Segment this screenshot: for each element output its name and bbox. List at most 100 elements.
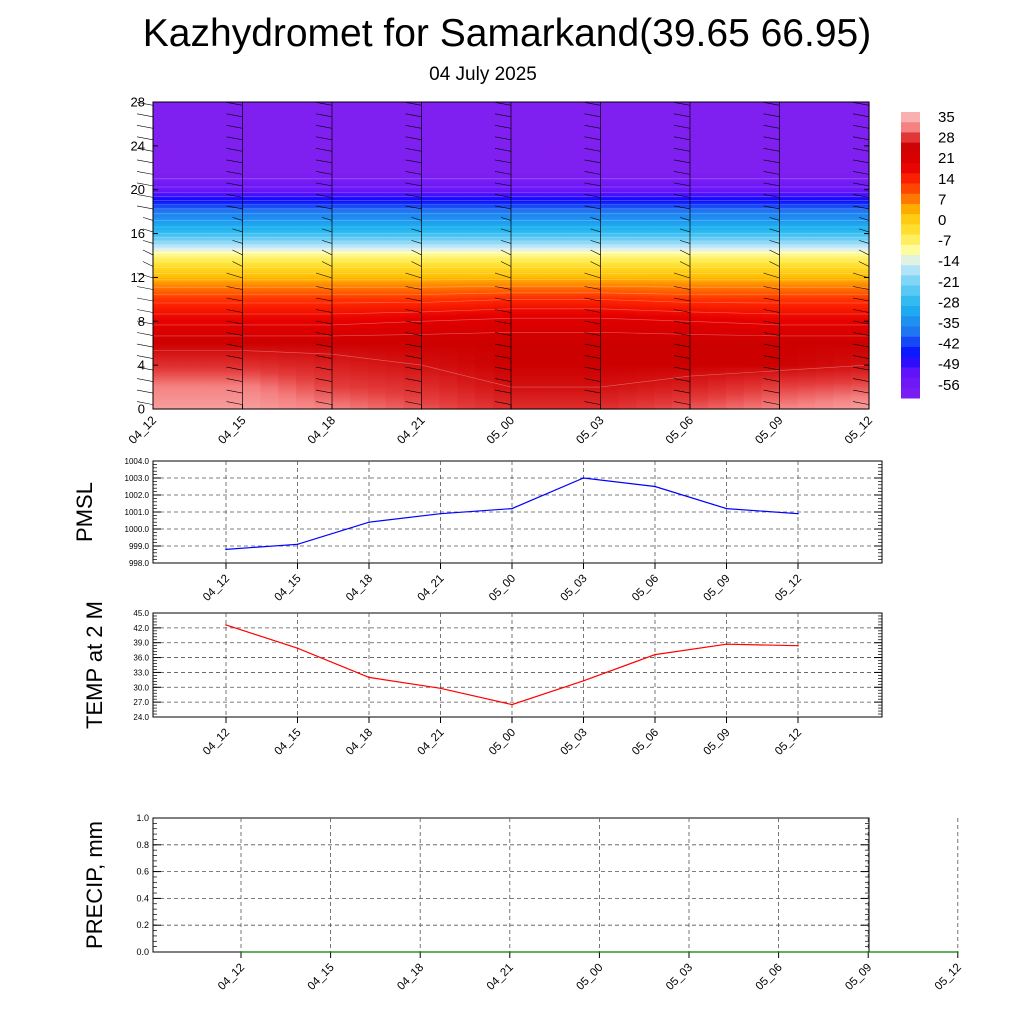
- heatmap-cell: [260, 179, 279, 183]
- heatmap-cell: [403, 291, 423, 294]
- heatmap-cell: [170, 275, 190, 279]
- heatmap-cell: [564, 399, 584, 402]
- heatmap-cell: [170, 295, 190, 298]
- heatmap-cell: [296, 347, 315, 350]
- heatmap-cell: [188, 221, 208, 225]
- heatmap-cell: [582, 351, 602, 354]
- heatmap-cell: [170, 239, 190, 242]
- heatmap-cell: [475, 227, 494, 231]
- heatmap-cell: [511, 259, 530, 263]
- heatmap-cell: [332, 261, 351, 265]
- heatmap-cell: [493, 245, 512, 248]
- heatmap-cell: [206, 199, 226, 203]
- heatmap-cell: [385, 403, 405, 406]
- heatmap-cell: [690, 169, 709, 172]
- heatmap-cell: [224, 221, 244, 225]
- heatmap-cell: [636, 161, 655, 164]
- heatmap-cell: [851, 213, 870, 217]
- heatmap-cell: [743, 181, 763, 185]
- heatmap-cell: [833, 247, 852, 250]
- heatmap-cell: [188, 259, 208, 263]
- heatmap-cell: [851, 183, 870, 187]
- heatmap-cell: [654, 195, 673, 199]
- heatmap-cell: [725, 243, 745, 246]
- heatmap-cell: [815, 347, 834, 350]
- heatmap-cell: [600, 189, 619, 193]
- heatmap-cell: [851, 399, 870, 402]
- heatmap-cell: [511, 373, 530, 376]
- heatmap-cell: [457, 357, 476, 360]
- heatmap-cell: [743, 195, 763, 199]
- heatmap-cell: [618, 163, 637, 166]
- heatmap-cell: [206, 289, 226, 292]
- heatmap-cell: [815, 247, 834, 250]
- heatmap-cell: [421, 353, 440, 356]
- heatmap-cell: [636, 355, 655, 358]
- heatmap-cell: [815, 225, 834, 229]
- heatmap-cell: [296, 195, 315, 199]
- heatmap-cell: [636, 405, 655, 408]
- heatmap-cell: [439, 307, 458, 310]
- heatmap-cell: [546, 397, 566, 400]
- heatmap-cell: [206, 209, 226, 213]
- heatmap-cell: [224, 283, 244, 286]
- heatmap-cell: [439, 361, 458, 364]
- heatmap-cell: [851, 369, 870, 372]
- heatmap-cell: [403, 311, 423, 314]
- heatmap-cell: [600, 233, 619, 237]
- heatmap-cell: [815, 227, 834, 231]
- heatmap-cell: [743, 393, 763, 396]
- heatmap-cell: [421, 259, 440, 263]
- heatmap-cell: [457, 325, 476, 328]
- heatmap-cell: [475, 385, 494, 388]
- heatmap-cell: [153, 237, 172, 240]
- heatmap-cell: [493, 291, 512, 294]
- heatmap-cell: [618, 363, 637, 366]
- heatmap-cell: [224, 181, 244, 185]
- heatmap-cell: [761, 213, 781, 217]
- heatmap-cell: [833, 351, 852, 354]
- heatmap-cell: [439, 401, 458, 404]
- heatmap-cell: [511, 369, 530, 372]
- heatmap-cell: [707, 309, 727, 312]
- heatmap-cell: [636, 231, 655, 235]
- heatmap-cell: [851, 355, 870, 358]
- heatmap-cell: [475, 239, 494, 242]
- heatmap-cell: [761, 381, 781, 384]
- heatmap-cell: [439, 183, 458, 187]
- heatmap-cell: [206, 205, 226, 209]
- heatmap-cell: [672, 231, 691, 235]
- heatmap-cell: [725, 405, 745, 408]
- heatmap-cell: [403, 233, 423, 237]
- heatmap-cell: [851, 211, 870, 215]
- heatmap-cell: [475, 331, 494, 334]
- heatmap-cell: [314, 313, 333, 316]
- heatmap-cell: [403, 265, 423, 269]
- heatmap-cell: [815, 175, 834, 178]
- heatmap-cell: [224, 245, 244, 248]
- heatmap-cell: [546, 399, 566, 402]
- heatmap-cell: [654, 171, 673, 174]
- heatmap-cell: [600, 363, 619, 366]
- heatmap-cell: [296, 329, 315, 332]
- heatmap-cell: [224, 215, 244, 219]
- heatmap-cell: [690, 217, 709, 221]
- heatmap-cell: [260, 225, 279, 229]
- heatmap-cell: [188, 197, 208, 201]
- heatmap-cell: [475, 371, 494, 374]
- heatmap-cell: [528, 345, 548, 348]
- heatmap-cell: [833, 387, 852, 390]
- heatmap-cell: [314, 187, 333, 191]
- heatmap-cell: [457, 191, 476, 195]
- heatmap-cell: [421, 229, 440, 233]
- heatmap-cell: [654, 287, 673, 290]
- heatmap-cell: [170, 401, 190, 404]
- heatmap-cell: [743, 309, 763, 312]
- heatmap-cell: [296, 371, 315, 374]
- heatmap-cell: [815, 351, 834, 354]
- heatmap-cell: [314, 385, 333, 388]
- heatmap-cell: [153, 363, 172, 366]
- heatmap-cell: [600, 195, 619, 199]
- heatmap-cell: [188, 283, 208, 286]
- heatmap-cell: [618, 397, 637, 400]
